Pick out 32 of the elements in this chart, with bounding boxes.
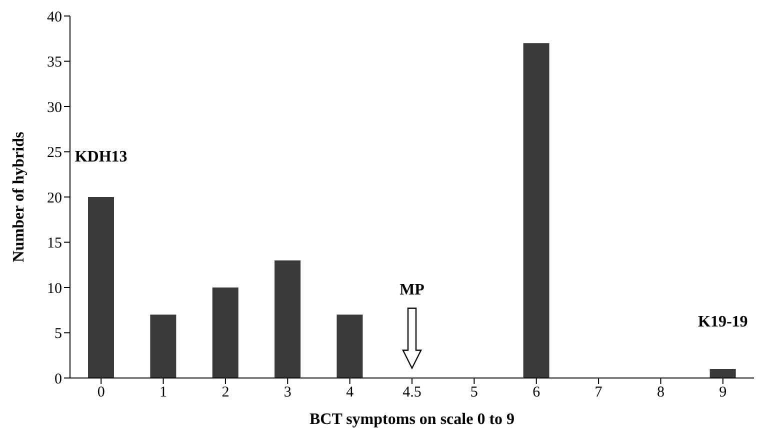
y-tick-label: 15: [47, 236, 62, 252]
bar: [336, 314, 363, 378]
y-tick-label: 25: [47, 145, 62, 162]
bar: [150, 314, 176, 378]
x-tick-label: 5: [470, 384, 478, 401]
bar: [274, 260, 301, 378]
bar: [212, 288, 238, 378]
x-tick-label: 2: [222, 384, 230, 401]
y-tick-label: 20: [47, 190, 62, 206]
y-tick-label: 0: [54, 371, 62, 388]
annotation: MP: [400, 282, 425, 299]
bar: [88, 197, 114, 378]
x-tick-label: 9: [719, 384, 727, 401]
x-tick-label: 7: [594, 384, 603, 401]
x-tick-label: 4.5: [402, 384, 422, 401]
x-tick-label: 4: [346, 384, 354, 401]
x-axis-title: BCT symptoms on scale 0 to 9: [309, 411, 515, 428]
bar: [523, 43, 550, 378]
y-axis-title: Number of hybrids: [10, 132, 28, 262]
x-tick-label: 0: [97, 384, 105, 401]
bar: [710, 368, 736, 378]
x-tick-label: 1: [160, 384, 168, 401]
x-tick-label: 8: [656, 384, 664, 401]
y-tick-label: 30: [47, 100, 62, 116]
y-tick-label: 5: [54, 326, 62, 342]
y-tick-label: 40: [47, 9, 62, 26]
annotation: KDH13: [74, 148, 128, 166]
annotation: K19-19: [698, 313, 748, 330]
x-tick-label: 3: [284, 384, 292, 401]
y-tick-label: 35: [47, 54, 62, 71]
x-tick-label: 6: [532, 384, 541, 401]
y-tick-label: 10: [47, 280, 62, 297]
